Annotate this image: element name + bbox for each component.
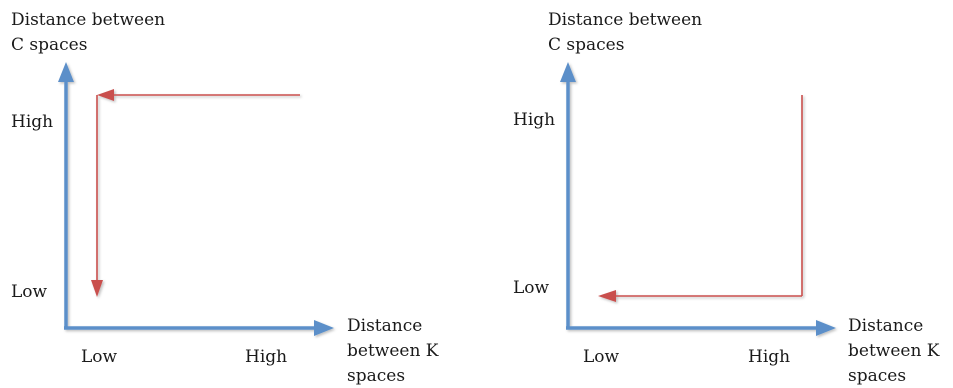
- right-axes: [560, 62, 836, 336]
- right-y-high-label: High: [513, 110, 556, 130]
- right-y-axis-title-line2: C spaces: [548, 35, 625, 55]
- left-x-low-label: Low: [81, 347, 118, 367]
- right-x-low-label: Low: [583, 347, 620, 367]
- left-x-axis-title-line2: between K: [347, 341, 439, 361]
- right-x-high-label: High: [748, 347, 791, 367]
- right-flow-horizontal-arrowhead: [598, 290, 616, 302]
- left-flow-horizontal-arrowhead: [97, 89, 114, 101]
- right-flow-arrow: [598, 95, 803, 302]
- left-axes: [58, 62, 334, 336]
- left-y-axis-title-line1: Distance between: [11, 10, 166, 30]
- left-flow-vertical-arrowhead: [91, 280, 103, 297]
- left-y-axis-title-line2: C spaces: [11, 35, 88, 55]
- diagram-left: [58, 62, 334, 336]
- right-x-axis-arrowhead: [816, 320, 836, 336]
- left-x-axis-title-line3: spaces: [347, 366, 406, 386]
- left-y-low-label: Low: [11, 282, 48, 302]
- left-x-high-label: High: [245, 347, 288, 367]
- left-x-axis-title-line1: Distance: [347, 316, 423, 336]
- left-y-high-label: High: [11, 112, 54, 132]
- right-y-low-label: Low: [513, 278, 550, 298]
- right-x-axis-title-line2: between K: [848, 341, 940, 361]
- right-y-axis-arrowhead: [560, 62, 576, 82]
- left-y-axis-arrowhead: [58, 62, 74, 82]
- right-x-axis-title-line3: spaces: [848, 366, 907, 386]
- left-x-axis-arrowhead: [314, 320, 334, 336]
- right-y-axis-title-line1: Distance between: [548, 10, 703, 30]
- diagram-right: [560, 62, 836, 336]
- left-flow-arrow: [91, 89, 300, 297]
- right-x-axis-title-line1: Distance: [848, 316, 924, 336]
